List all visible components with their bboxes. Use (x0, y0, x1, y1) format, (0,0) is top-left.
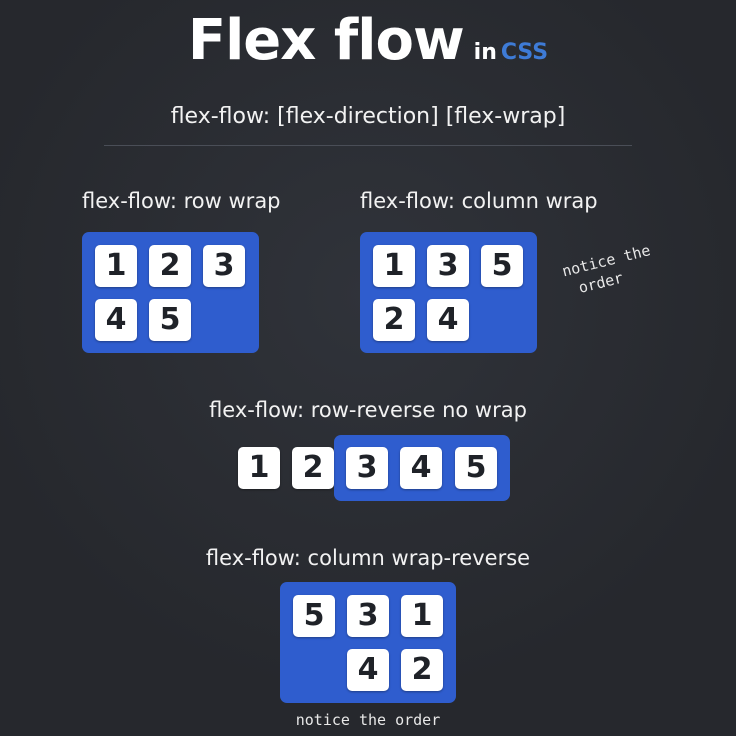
column-wrap-reverse-container: 5 3 1 4 2 (280, 582, 456, 703)
flex-item: 3 (203, 245, 245, 287)
row-wrap-label: flex-flow: row wrap (82, 189, 281, 213)
flex-item: 5 (481, 245, 523, 287)
flex-item: 1 (373, 245, 415, 287)
flex-item: 1 (95, 245, 137, 287)
notice-order-caption: notice the order (295, 711, 441, 729)
flex-item: 4 (347, 649, 389, 691)
row-reverse-label: flex-flow: row-reverse no wrap (209, 398, 527, 422)
divider (104, 145, 632, 146)
column-wrap-label: flex-flow: column wrap (360, 189, 598, 213)
column-wrap-reverse-label: flex-flow: column wrap-reverse (205, 546, 531, 570)
title-css-label: CSS (500, 40, 549, 65)
flex-item: 2 (373, 299, 415, 341)
flex-item: 1 (401, 595, 443, 637)
row-wrap-container: 1 2 3 4 5 (82, 232, 259, 353)
flex-item: 1 (238, 447, 280, 489)
flex-item: 3 (346, 447, 388, 489)
title-in-label: in (473, 40, 497, 65)
flex-item: 2 (149, 245, 191, 287)
flex-item: 5 (293, 595, 335, 637)
flex-item: 3 (347, 595, 389, 637)
flex-item: 5 (149, 299, 191, 341)
flex-item: 2 (292, 447, 334, 489)
flex-item: 3 (427, 245, 469, 287)
flex-item: 4 (400, 447, 442, 489)
title-block: Flex flow in CSS (0, 8, 736, 73)
syntax-line: flex-flow: [flex-direction] [flex-wrap] (170, 104, 566, 129)
page-title: Flex flow (187, 8, 465, 73)
flex-item: 5 (455, 447, 497, 489)
flex-item: 4 (427, 299, 469, 341)
flex-item: 4 (95, 299, 137, 341)
notice-order-note: notice the order (560, 240, 657, 301)
flex-item: 2 (401, 649, 443, 691)
column-wrap-container: 1 3 5 2 4 (360, 232, 537, 353)
